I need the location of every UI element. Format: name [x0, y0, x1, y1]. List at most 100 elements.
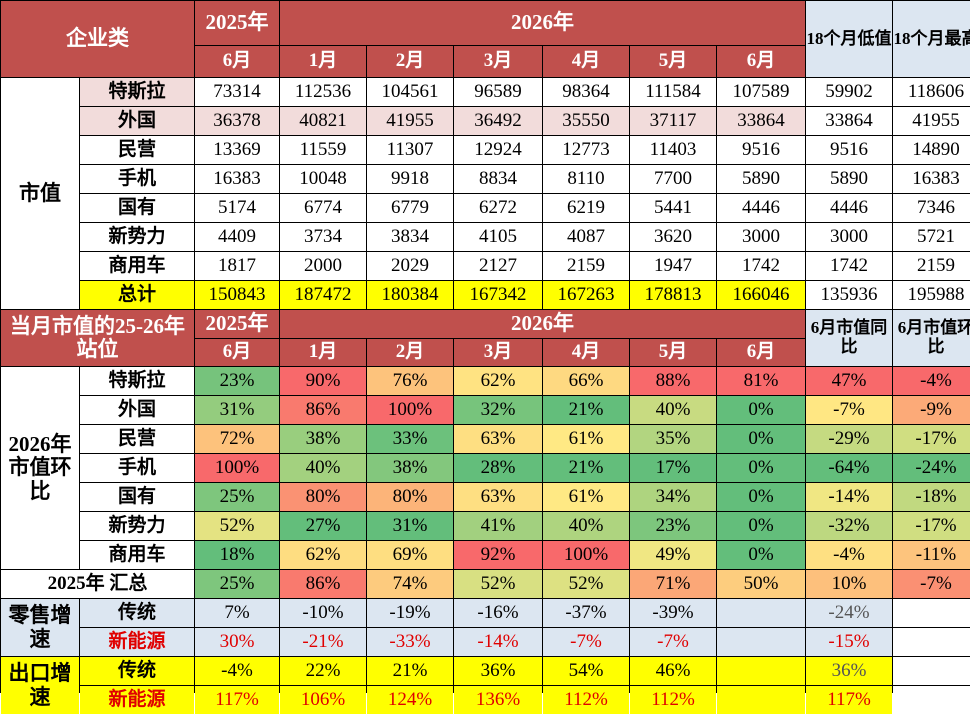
growth-cell: 112% [543, 686, 629, 714]
growth-cell: 22% [280, 657, 366, 685]
value-cell: 4446 [717, 194, 805, 222]
value-cell: 5441 [630, 194, 716, 222]
growth-cell: 136% [454, 686, 542, 714]
yoy-cell: -14% [806, 483, 892, 511]
empty-cell [893, 628, 970, 656]
mom-cell: -17% [893, 425, 970, 453]
value-cell: 41955 [367, 107, 453, 135]
stat-header: 6月市值同比 [806, 310, 892, 366]
growth-cell: 124% [367, 686, 453, 714]
month-header: 3月 [454, 339, 542, 366]
yoy-cell: -64% [806, 454, 892, 482]
yoy-cell: 47% [806, 367, 892, 395]
heat-cell: 80% [280, 483, 366, 511]
mom-cell: -24% [893, 454, 970, 482]
value-cell: 5890 [717, 165, 805, 193]
heat-cell: 31% [367, 512, 453, 540]
value-cell: 8110 [543, 165, 629, 193]
heat-cell: 100% [543, 541, 629, 569]
growth-cell: 46% [630, 657, 716, 685]
row-label: 外国 [80, 396, 194, 424]
row-label: 民营 [80, 425, 194, 453]
growth-cell: -4% [195, 657, 279, 685]
heat-cell: 25% [195, 570, 279, 598]
heat-cell: 81% [717, 367, 805, 395]
value-cell: 111584 [630, 78, 716, 106]
value-cell: 6774 [280, 194, 366, 222]
growth-cell: 54% [543, 657, 629, 685]
heat-cell: 86% [280, 570, 366, 598]
heat-cell: 0% [717, 425, 805, 453]
stat-header: 6月市值环比 [893, 310, 970, 366]
high-cell: 7346 [893, 194, 970, 222]
heat-cell: 34% [630, 483, 716, 511]
month-header: 2月 [367, 339, 453, 366]
value-cell: 6779 [367, 194, 453, 222]
mom-cell: -9% [893, 396, 970, 424]
heat-cell: 31% [195, 396, 279, 424]
value-cell: 3834 [367, 223, 453, 251]
heat-cell: 92% [454, 541, 542, 569]
heat-cell: 52% [543, 570, 629, 598]
mom-cell: -11% [893, 541, 970, 569]
heat-cell: 32% [454, 396, 542, 424]
value-cell: 3734 [280, 223, 366, 251]
heat-cell: 52% [454, 570, 542, 598]
yoy-cell: -29% [806, 425, 892, 453]
row-label: 新能源 [80, 686, 194, 714]
row-label: 2025年 汇总 [1, 570, 194, 598]
low-cell: 1742 [806, 252, 892, 280]
growth-cell: 36% [454, 657, 542, 685]
row-label: 手机 [80, 454, 194, 482]
heat-cell: 62% [454, 367, 542, 395]
heat-cell: 33% [367, 425, 453, 453]
heat-cell: 0% [717, 541, 805, 569]
empty-cell [893, 599, 970, 627]
heat-cell: 25% [195, 483, 279, 511]
yoy-cell: 10% [806, 570, 892, 598]
value-cell: 33864 [717, 107, 805, 135]
heat-cell: 27% [280, 512, 366, 540]
year-header: 2026年 [280, 1, 805, 45]
value-cell: 4105 [454, 223, 542, 251]
mom-cell: -18% [893, 483, 970, 511]
month-header: 4月 [543, 339, 629, 366]
low-cell: 3000 [806, 223, 892, 251]
value-cell: 96589 [454, 78, 542, 106]
row-label: 传统 [80, 599, 194, 627]
value-cell: 40821 [280, 107, 366, 135]
row-label: 新能源 [80, 628, 194, 656]
growth-cell: 112% [630, 686, 716, 714]
mom-cell: -7% [893, 570, 970, 598]
empty-cell [717, 686, 805, 714]
growth-cell: -10% [280, 599, 366, 627]
high-cell: 14890 [893, 136, 970, 164]
month-header: 6月 [195, 46, 279, 77]
heat-cell: 40% [543, 512, 629, 540]
heat-cell: 72% [195, 425, 279, 453]
empty-cell [893, 686, 970, 714]
heat-cell: 35% [630, 425, 716, 453]
value-cell: 11307 [367, 136, 453, 164]
growth-cell: -21% [280, 628, 366, 656]
total-cell: 167263 [543, 281, 629, 309]
row-label: 手机 [80, 165, 194, 193]
total-cell: 187472 [280, 281, 366, 309]
heat-cell: 38% [367, 454, 453, 482]
value-cell: 10048 [280, 165, 366, 193]
high-cell: 195988 [893, 281, 970, 309]
month-header: 6月 [717, 46, 805, 77]
heat-cell: 17% [630, 454, 716, 482]
empty-cell [717, 628, 805, 656]
value-cell: 5174 [195, 194, 279, 222]
heat-cell: 40% [280, 454, 366, 482]
value-cell: 8834 [454, 165, 542, 193]
value-cell: 11403 [630, 136, 716, 164]
heat-cell: 23% [195, 367, 279, 395]
growth-cell: -7% [630, 628, 716, 656]
value-cell: 9918 [367, 165, 453, 193]
value-cell: 4409 [195, 223, 279, 251]
heat-cell: 18% [195, 541, 279, 569]
value-cell: 16383 [195, 165, 279, 193]
